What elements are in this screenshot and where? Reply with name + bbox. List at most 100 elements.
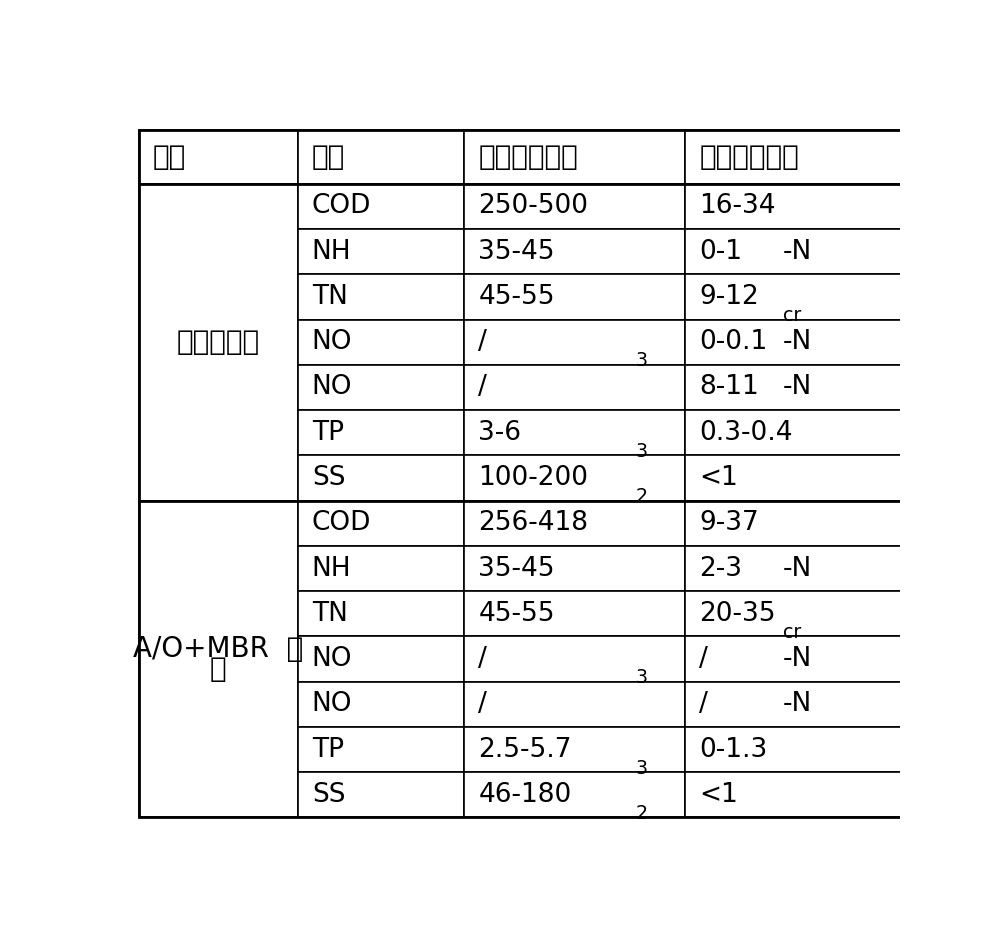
Bar (464, 546, 685, 592)
Bar (685, 546, 914, 592)
Text: 3: 3 (636, 352, 648, 370)
Text: <1: <1 (699, 782, 738, 808)
Text: 2: 2 (636, 804, 648, 823)
Bar (464, 501, 685, 546)
Text: 35-45: 35-45 (478, 239, 555, 265)
Bar (464, 682, 685, 727)
Bar (464, 636, 685, 682)
Bar (298, 184, 464, 230)
Bar (685, 320, 914, 365)
Bar (464, 230, 685, 274)
Bar (685, 411, 914, 455)
Bar (298, 130, 464, 184)
Text: -N: -N (783, 555, 812, 581)
Text: cr: cr (783, 306, 801, 325)
Bar (685, 727, 914, 773)
Bar (139, 130, 298, 184)
Bar (298, 727, 464, 773)
Text: 0-1: 0-1 (699, 239, 742, 265)
Text: NO: NO (312, 646, 352, 672)
Text: 0.3-0.4: 0.3-0.4 (699, 420, 793, 446)
Text: 0-0.1: 0-0.1 (699, 329, 768, 355)
Text: 35-45: 35-45 (478, 555, 555, 581)
Bar (685, 592, 914, 636)
Text: -N: -N (783, 239, 812, 265)
Bar (464, 130, 685, 184)
Text: NO: NO (312, 691, 352, 717)
Text: COD: COD (312, 510, 371, 536)
Bar (298, 365, 464, 411)
Bar (298, 455, 464, 501)
Text: 2-3: 2-3 (699, 555, 742, 581)
Text: -N: -N (783, 329, 812, 355)
Text: -N: -N (783, 691, 812, 717)
Bar (685, 230, 914, 274)
Text: 3: 3 (636, 668, 648, 688)
Text: cr: cr (783, 623, 801, 642)
Bar (685, 636, 914, 682)
Text: 250-500: 250-500 (478, 193, 588, 219)
Text: 艺: 艺 (210, 655, 227, 683)
Text: /: / (478, 691, 487, 717)
Bar (464, 184, 685, 230)
Bar (298, 274, 464, 320)
Text: 本发明工艺: 本发明工艺 (177, 328, 260, 356)
Text: A/O+MBR  工: A/O+MBR 工 (133, 635, 304, 663)
Text: -N: -N (783, 646, 812, 672)
Text: NH: NH (312, 239, 351, 265)
Text: TP: TP (312, 420, 344, 446)
Text: 100-200: 100-200 (478, 465, 588, 491)
Bar (464, 274, 685, 320)
Text: /: / (478, 329, 487, 355)
Bar (685, 365, 914, 411)
Text: COD: COD (312, 193, 371, 219)
Text: SS: SS (312, 782, 345, 808)
Text: NO: NO (312, 329, 352, 355)
Bar (685, 130, 914, 184)
Text: 256-418: 256-418 (478, 510, 588, 536)
Bar (139, 184, 298, 501)
Text: TN: TN (312, 601, 348, 627)
Bar (298, 636, 464, 682)
Text: /: / (478, 374, 487, 400)
Bar (685, 501, 914, 546)
Bar (685, 455, 914, 501)
Text: NO: NO (312, 374, 352, 400)
Bar (685, 682, 914, 727)
Text: 出水指标范围: 出水指标范围 (699, 143, 799, 171)
Text: 3: 3 (636, 759, 648, 778)
Bar (464, 365, 685, 411)
Bar (464, 455, 685, 501)
Bar (298, 501, 464, 546)
Text: 9-37: 9-37 (699, 510, 759, 536)
Text: 3-6: 3-6 (478, 420, 521, 446)
Text: 45-55: 45-55 (478, 284, 555, 310)
Text: NH: NH (312, 555, 351, 581)
Text: 9-12: 9-12 (699, 284, 759, 310)
Bar (685, 184, 914, 230)
Bar (464, 592, 685, 636)
Text: 16-34: 16-34 (699, 193, 776, 219)
Text: -N: -N (783, 374, 812, 400)
Text: 进水指标范围: 进水指标范围 (478, 143, 578, 171)
Bar (139, 501, 298, 817)
Text: 项目: 项目 (153, 143, 186, 171)
Text: TP: TP (312, 736, 344, 762)
Bar (298, 411, 464, 455)
Text: 8-11: 8-11 (699, 374, 759, 400)
Text: SS: SS (312, 465, 345, 491)
Text: 45-55: 45-55 (478, 601, 555, 627)
Text: 20-35: 20-35 (699, 601, 776, 627)
Text: 46-180: 46-180 (478, 782, 572, 808)
Text: 2: 2 (636, 487, 648, 507)
Bar (298, 230, 464, 274)
Bar (464, 727, 685, 773)
Text: /: / (478, 646, 487, 672)
Bar (298, 773, 464, 817)
Bar (464, 411, 685, 455)
Bar (298, 546, 464, 592)
Text: TN: TN (312, 284, 348, 310)
Bar (298, 320, 464, 365)
Bar (464, 773, 685, 817)
Bar (685, 274, 914, 320)
